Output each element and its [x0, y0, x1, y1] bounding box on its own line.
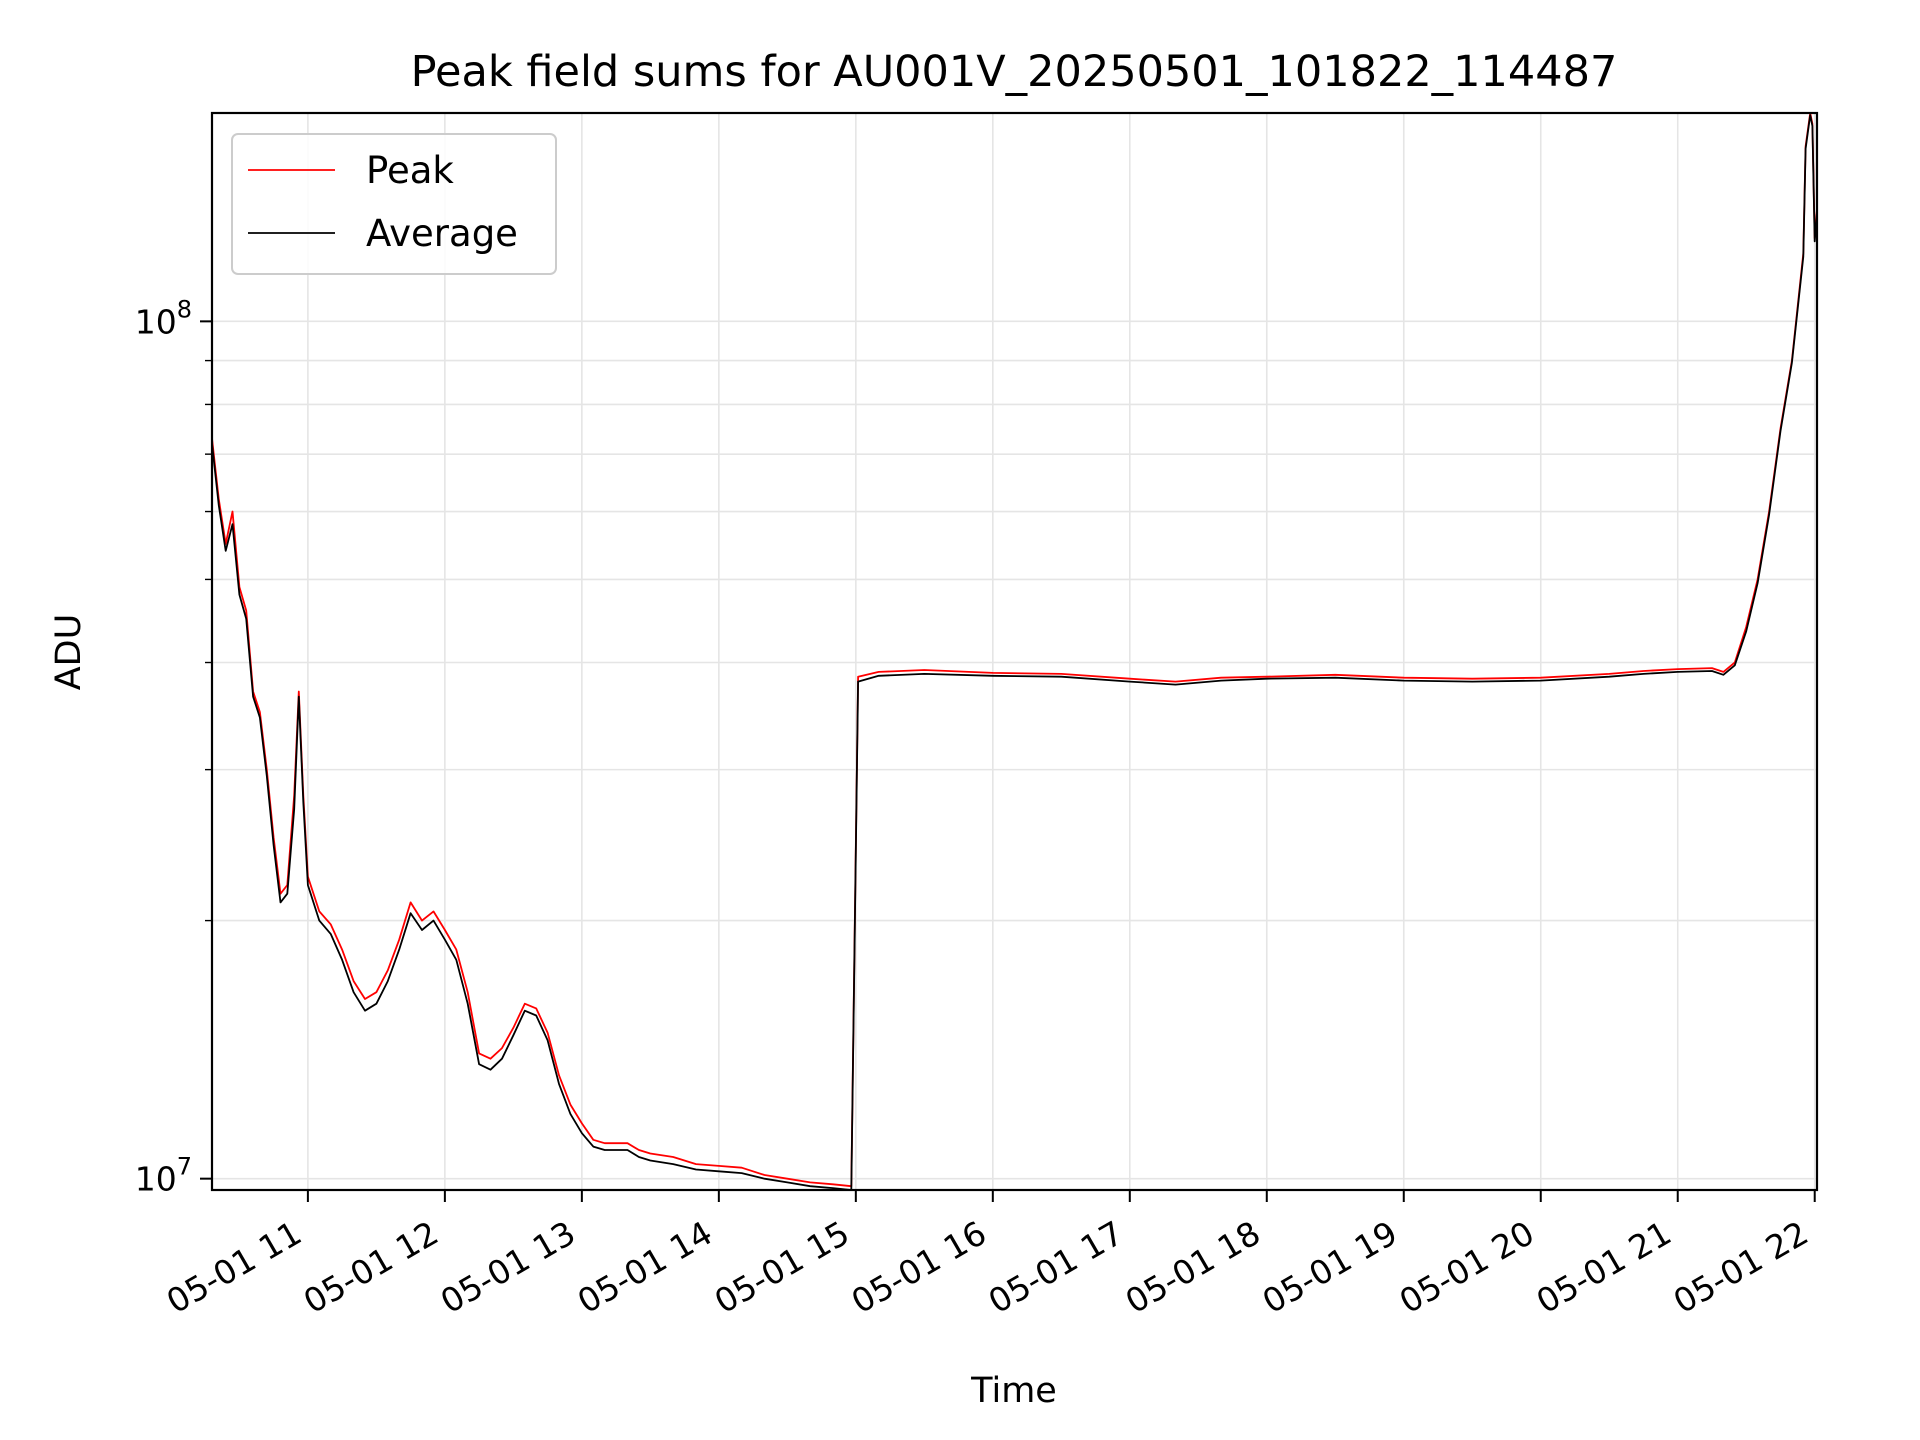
- legend: Peak Average: [231, 133, 557, 275]
- legend-label-average: Average: [366, 212, 518, 255]
- legend-box: [231, 133, 557, 275]
- plot-frame: [210, 111, 1819, 1192]
- x-axis-label: Time: [970, 1371, 1057, 1411]
- legend-label-peak: Peak: [366, 149, 454, 192]
- chart-title: Peak field sums for AU001V_20250501_1018…: [411, 47, 1618, 97]
- series-average-line: [212, 114, 1817, 1190]
- y-tick-label-exponent: 8: [177, 295, 192, 323]
- y-tick-label-exponent: 7: [177, 1153, 192, 1181]
- grid: [212, 113, 1817, 1190]
- y-tick-label: 107: [135, 1153, 192, 1199]
- y-tick-label-base: 10: [135, 1160, 177, 1199]
- y-axis-label: ADU: [49, 614, 89, 691]
- y-tick-label-base: 10: [135, 302, 177, 341]
- series-layer: [212, 113, 1817, 1190]
- series-group: [212, 113, 1817, 1190]
- y-tick-label: 108: [135, 295, 192, 341]
